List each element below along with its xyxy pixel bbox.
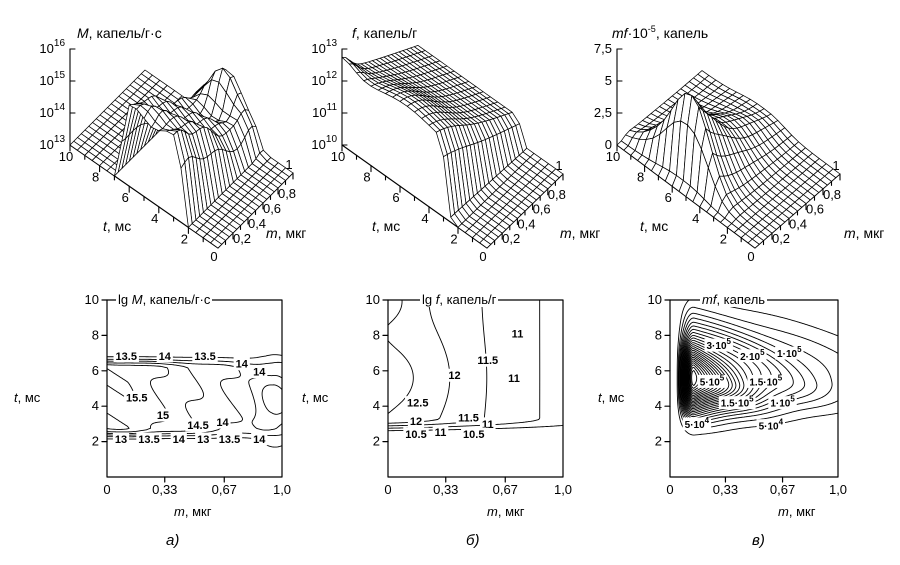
surface-M-title-var: M [77, 25, 89, 41]
t-var: t [640, 218, 644, 234]
contour-mf-title-rest: , капель [716, 292, 766, 307]
t-axis-label-surface-mf: t, мс [640, 219, 668, 234]
caption-a: а) [166, 532, 180, 549]
contour-mf-title: mf, капель [700, 292, 768, 307]
t-rest: , мс [643, 218, 669, 234]
t-axis-label-surface-f: t, мс [372, 219, 400, 234]
surface-M-title-rest: , капель/г·с [88, 25, 162, 41]
surface-mf-title-mid: ·10 [627, 25, 648, 41]
caption-v: в) [752, 532, 765, 549]
surface-f-title: f, капель/г [352, 26, 417, 41]
surface-mf-title: mf·10-5, капель [612, 24, 709, 43]
m-axis-label-surface-f: m, мкг [560, 226, 600, 241]
t-var: t [302, 390, 306, 405]
contour-lgf-title-rest: , капель/г [439, 292, 497, 307]
m-var: m [844, 225, 856, 241]
surface-f-title-var: f [352, 25, 356, 41]
t-axis-label-contour-lgM: t, мс [14, 390, 40, 405]
m-axis-label-contour-mf: m, мкг [778, 504, 815, 519]
t-var: t [372, 218, 376, 234]
surface-M-title: M, капель/г·с [77, 26, 162, 41]
contour-mf-title-var: mf [702, 292, 717, 307]
contour-lgf-title-prefix: lg [422, 292, 436, 307]
contour-lgM-title-var: M [131, 292, 143, 307]
m-var: m [778, 504, 789, 519]
surface-mf-title-rest: , капель [655, 25, 709, 41]
m-axis-label-surface-M: m, мкг [266, 226, 306, 241]
t-var: t [598, 390, 602, 405]
surface-mf-title-sup: -5 [647, 24, 656, 34]
t-rest: , мс [17, 390, 41, 405]
surface-f-title-rest: , капель/г [355, 25, 418, 41]
contour-lgM-title: lg M, капель/г·с [116, 292, 213, 307]
t-rest: , мс [106, 218, 132, 234]
t-axis-label-contour-mf: t, мс [598, 390, 624, 405]
m-rest: , мкг [855, 225, 885, 241]
m-var: m [560, 225, 572, 241]
m-rest: , мкг [571, 225, 601, 241]
surface-mf-title-var: mf [612, 25, 628, 41]
m-axis-label-contour-lgf: m, мкг [487, 504, 524, 519]
t-axis-label-surface-M: t, мс [103, 219, 131, 234]
m-rest: , мкг [277, 225, 307, 241]
t-rest: , мс [601, 390, 625, 405]
m-var: m [266, 225, 278, 241]
t-rest: , мс [375, 218, 401, 234]
m-axis-label-contour-lgM: m, мкг [174, 504, 211, 519]
caption-b: б) [466, 532, 480, 549]
t-rest: , мс [305, 390, 329, 405]
t-var: t [14, 390, 18, 405]
contour-lgf-title-var: f [435, 292, 440, 307]
t-var: t [103, 218, 107, 234]
m-axis-label-surface-mf: m, мкг [844, 226, 884, 241]
m-rest: , мкг [184, 504, 212, 519]
contour-lgf-title: lg f, капель/г [420, 292, 499, 307]
t-axis-label-contour-lgf: t, мс [302, 390, 328, 405]
m-var: m [174, 504, 185, 519]
m-rest: , мкг [788, 504, 816, 519]
m-var: m [487, 504, 498, 519]
m-rest: , мкг [497, 504, 525, 519]
contour-lgM-title-prefix: lg [118, 292, 132, 307]
contour-lgM-title-rest: , капель/г·с [142, 292, 211, 307]
